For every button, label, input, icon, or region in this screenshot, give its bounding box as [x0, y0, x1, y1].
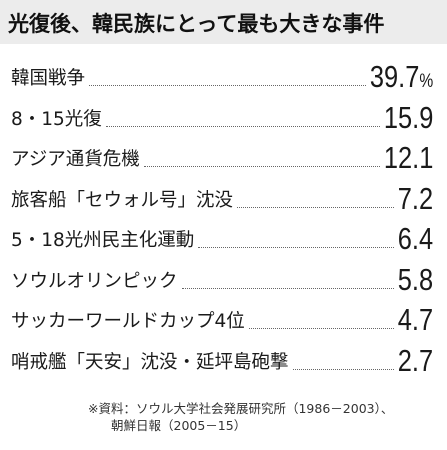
dotted-leader: [198, 247, 394, 248]
percentage-value: 39.7%: [370, 59, 433, 95]
ranking-row: ソウルオリンピック 5.8: [0, 259, 447, 299]
chart-title: 光復後、韓民族にとって最も大きな事件: [8, 12, 385, 36]
event-label: 旅客船「セウォル号」沈没: [11, 189, 234, 211]
percentage-value: 7.2: [398, 181, 433, 217]
ranking-row: 8・15光復 15.9: [0, 97, 447, 137]
value-number: 7.2: [397, 180, 433, 216]
value-number: 15.9: [383, 99, 433, 135]
event-label: アジア通貨危機: [11, 149, 140, 170]
event-label: 哨戒艦「天安」沈没・延坪島砲撃: [11, 351, 289, 373]
value-number: 12.1: [383, 140, 433, 175]
ranking-row: アジア通貨危機 12.1: [0, 137, 447, 177]
value-number: 39.7: [369, 59, 420, 94]
dotted-leader: [143, 166, 380, 167]
event-label: サッカーワールドカップ4位: [11, 311, 245, 332]
ranking-row: 韓国戦争 39.7%: [0, 56, 447, 96]
event-label: 8・15光復: [11, 108, 102, 130]
percentage-value: 4.7: [398, 302, 433, 338]
ranking-row: 5・18光州民主化運動 6.4: [0, 218, 447, 258]
percentage-value: 6.4: [398, 221, 433, 257]
ranking-row: サッカーワールドカップ4位 4.7: [0, 299, 447, 339]
source-line-1: ※資料：ソウル大学社会発展研究所（1986－2003）、: [88, 401, 394, 416]
percentage-value: 15.9: [384, 100, 433, 136]
dotted-leader: [248, 328, 394, 329]
percentage-value: 2.7: [398, 343, 433, 379]
dotted-leader: [105, 125, 380, 127]
ranking-row: 旅客船「セウォル号」沈没 7.2: [0, 178, 447, 218]
source-note: ※資料：ソウル大学社会発展研究所（1986－2003）、 朝鮮日報（2005－1…: [88, 400, 393, 434]
value-number: 6.4: [397, 221, 433, 256]
title-bar: 光復後、韓民族にとって最も大きな事件: [0, 0, 447, 44]
value-number: 2.7: [397, 342, 433, 378]
percentage-value: 5.8: [398, 262, 433, 298]
percentage-value: 12.1: [384, 140, 433, 176]
event-label: 韓国戦争: [11, 68, 86, 89]
value-number: 4.7: [397, 302, 433, 337]
source-line-2: 朝鮮日報（2005－15）: [111, 418, 247, 433]
value-number: 5.8: [397, 261, 433, 297]
percent-unit: %: [419, 71, 433, 92]
dotted-leader: [292, 368, 394, 370]
dotted-leader: [237, 206, 394, 208]
ranking-row: 哨戒艦「天安」沈没・延坪島砲撃 2.7: [0, 340, 447, 380]
dotted-leader: [181, 287, 394, 289]
event-label: 5・18光州民主化運動: [11, 230, 195, 251]
dotted-leader: [89, 85, 366, 86]
event-label: ソウルオリンピック: [11, 270, 178, 292]
